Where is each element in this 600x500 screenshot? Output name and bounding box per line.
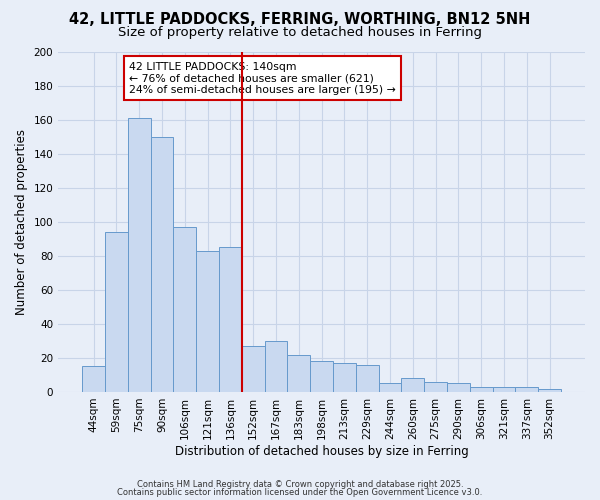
Bar (379, 384, 401, 392)
Bar (515, 387, 538, 392)
Bar (105, 232, 128, 392)
Bar (219, 248, 242, 392)
Y-axis label: Number of detached properties: Number of detached properties (15, 128, 28, 314)
Bar (401, 378, 424, 392)
Bar (333, 363, 356, 392)
Bar (196, 250, 219, 392)
Text: Contains HM Land Registry data © Crown copyright and database right 2025.: Contains HM Land Registry data © Crown c… (137, 480, 463, 489)
Bar (493, 387, 515, 392)
Text: Size of property relative to detached houses in Ferring: Size of property relative to detached ho… (118, 26, 482, 39)
Bar (310, 362, 333, 392)
Text: 42 LITTLE PADDOCKS: 140sqm
← 76% of detached houses are smaller (621)
24% of sem: 42 LITTLE PADDOCKS: 140sqm ← 76% of deta… (129, 62, 396, 95)
Text: 42, LITTLE PADDOCKS, FERRING, WORTHING, BN12 5NH: 42, LITTLE PADDOCKS, FERRING, WORTHING, … (70, 12, 530, 28)
Bar (447, 384, 470, 392)
Bar (424, 382, 447, 392)
Bar (287, 354, 310, 392)
Bar (265, 341, 287, 392)
Bar (151, 136, 173, 392)
Bar (470, 387, 493, 392)
Bar (128, 118, 151, 392)
Bar (538, 388, 561, 392)
Bar (242, 346, 265, 392)
Bar (356, 364, 379, 392)
Text: Contains public sector information licensed under the Open Government Licence v3: Contains public sector information licen… (118, 488, 482, 497)
Bar (82, 366, 105, 392)
Bar (173, 227, 196, 392)
X-axis label: Distribution of detached houses by size in Ferring: Distribution of detached houses by size … (175, 444, 469, 458)
